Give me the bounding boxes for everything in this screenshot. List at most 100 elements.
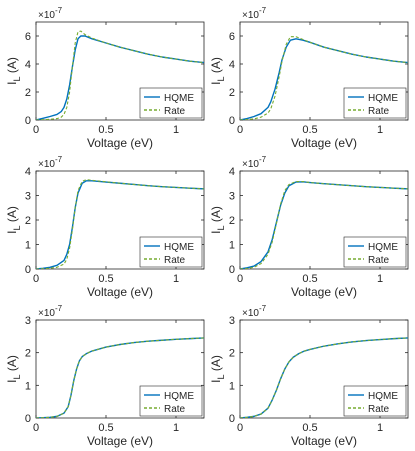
y-tick-label: 1 — [25, 380, 31, 392]
legend-label-hqme: HQME — [164, 93, 194, 104]
legend-box — [139, 87, 203, 119]
y-tick-label: 4 — [229, 166, 235, 178]
y-axis-label-unit: (A) — [209, 355, 223, 374]
chart-panel-1: 0 0.5 1 0 2 4 6 ×10-7 Voltage (eV) IL (A) HQME Rate — [5, 6, 205, 150]
y-axis-label-subscript: L — [12, 225, 22, 230]
y-tick-label: 6 — [25, 31, 31, 43]
series-line-rate — [240, 180, 408, 269]
y-axis-label: IL (A) — [209, 206, 226, 234]
y-multiplier-exponent: -7 — [55, 155, 63, 164]
y-axis-label-subscript: L — [216, 76, 226, 81]
legend-label-hqme: HQME — [368, 93, 398, 104]
y-multiplier-exponent: -7 — [55, 304, 63, 313]
legend-label-rate: Rate — [368, 404, 390, 415]
chart-panel-4: 0 0.5 1 0 1 2 3 4 ×10-7 Voltage (eV) IL (A) HQME Rat… — [209, 155, 409, 299]
y-tick-label: 0 — [229, 413, 235, 425]
y-tick-label: 3 — [25, 191, 31, 203]
y-tick-label: 1 — [229, 380, 235, 392]
x-axis-label: Voltage (eV) — [291, 434, 357, 448]
series-line-rate — [36, 337, 204, 418]
legend: HQME Rate — [139, 87, 203, 119]
legend: HQME Rate — [139, 385, 203, 417]
y-tick-label: 4 — [229, 59, 235, 71]
y-tick-label: 3 — [229, 315, 235, 327]
y-multiplier: ×10-7 — [242, 155, 267, 170]
legend-label-rate: Rate — [164, 404, 186, 415]
y-tick-label: 0 — [25, 115, 31, 127]
y-tick-label: 0 — [25, 413, 31, 425]
x-tick-label: 0 — [33, 273, 39, 285]
legend: HQME Rate — [343, 385, 407, 417]
x-tick-label: 1 — [377, 422, 383, 434]
y-axis-label-main: I — [209, 82, 223, 85]
y-multiplier-exponent: -7 — [259, 6, 267, 15]
y-axis-label-unit: (A) — [209, 57, 223, 76]
y-tick-label: 1 — [25, 240, 31, 252]
y-tick-label: 4 — [25, 59, 31, 71]
x-tick-label: 0.5 — [98, 273, 113, 285]
y-axis-label-subscript: L — [12, 76, 22, 81]
legend: HQME Rate — [343, 87, 407, 119]
y-axis-label-subscript: L — [12, 374, 22, 379]
y-multiplier-exponent: -7 — [55, 6, 63, 15]
legend-box — [139, 236, 203, 268]
legend: HQME Rate — [139, 236, 203, 268]
x-tick-label: 0.5 — [302, 124, 317, 136]
legend-label-hqme: HQME — [164, 391, 194, 402]
y-tick-label: 3 — [229, 191, 235, 203]
series-line-hqme — [240, 38, 408, 120]
series-line-rate — [36, 30, 204, 120]
y-tick-label: 0 — [25, 264, 31, 276]
y-multiplier: ×10-7 — [242, 6, 267, 21]
y-tick-label: 2 — [25, 215, 31, 227]
y-axis-label: IL (A) — [209, 355, 226, 383]
x-tick-label: 0.5 — [98, 422, 113, 434]
y-axis-label-unit: (A) — [5, 206, 19, 225]
x-tick-label: 0 — [33, 124, 39, 136]
legend-box — [343, 385, 407, 417]
y-tick-label: 2 — [25, 87, 31, 99]
x-tick-label: 0.5 — [302, 422, 317, 434]
y-multiplier-exponent: -7 — [259, 155, 267, 164]
legend-box — [139, 385, 203, 417]
y-axis-label-main: I — [209, 231, 223, 234]
x-tick-label: 0.5 — [98, 124, 113, 136]
y-tick-label: 1 — [229, 240, 235, 252]
x-axis-label: Voltage (eV) — [291, 285, 357, 299]
y-axis-label-main: I — [209, 380, 223, 383]
y-multiplier: ×10-7 — [242, 304, 267, 319]
y-axis-label-main: I — [5, 82, 19, 85]
y-axis-label: IL (A) — [209, 57, 226, 85]
y-axis-label-main: I — [5, 231, 19, 234]
legend-label-rate: Rate — [368, 255, 390, 266]
x-tick-label: 0.5 — [302, 273, 317, 285]
x-tick-label: 1 — [173, 124, 179, 136]
x-tick-label: 1 — [377, 124, 383, 136]
y-axis-label: IL (A) — [5, 206, 22, 234]
y-axis-label-subscript: L — [216, 374, 226, 379]
y-tick-label: 6 — [229, 31, 235, 43]
legend-label-hqme: HQME — [164, 242, 194, 253]
x-axis-label: Voltage (eV) — [87, 434, 153, 448]
chart-panel-2: 0 0.5 1 0 2 4 6 ×10-7 Voltage (eV) IL (A) HQME Rate — [209, 6, 409, 150]
legend-box — [343, 87, 407, 119]
y-multiplier: ×10-7 — [38, 304, 63, 319]
x-axis-label: Voltage (eV) — [87, 285, 153, 299]
y-axis-label: IL (A) — [5, 355, 22, 383]
y-axis-label-unit: (A) — [209, 206, 223, 225]
chart-panel-6: 0 0.5 1 0 1 2 3 ×10-7 Voltage (eV) IL (A) HQME Rate — [209, 304, 409, 448]
x-tick-label: 1 — [377, 273, 383, 285]
legend-label-hqme: HQME — [368, 391, 398, 402]
y-multiplier: ×10-7 — [38, 155, 63, 170]
y-tick-label: 2 — [229, 215, 235, 227]
y-axis-label-unit: (A) — [5, 355, 19, 374]
y-axis-label-main: I — [5, 380, 19, 383]
legend-label-hqme: HQME — [368, 242, 398, 253]
y-axis-label-subscript: L — [216, 225, 226, 230]
x-tick-label: 0 — [237, 273, 243, 285]
legend: HQME Rate — [343, 236, 407, 268]
y-tick-label: 3 — [25, 315, 31, 327]
y-multiplier: ×10-7 — [38, 6, 63, 21]
y-tick-label: 4 — [25, 166, 31, 178]
